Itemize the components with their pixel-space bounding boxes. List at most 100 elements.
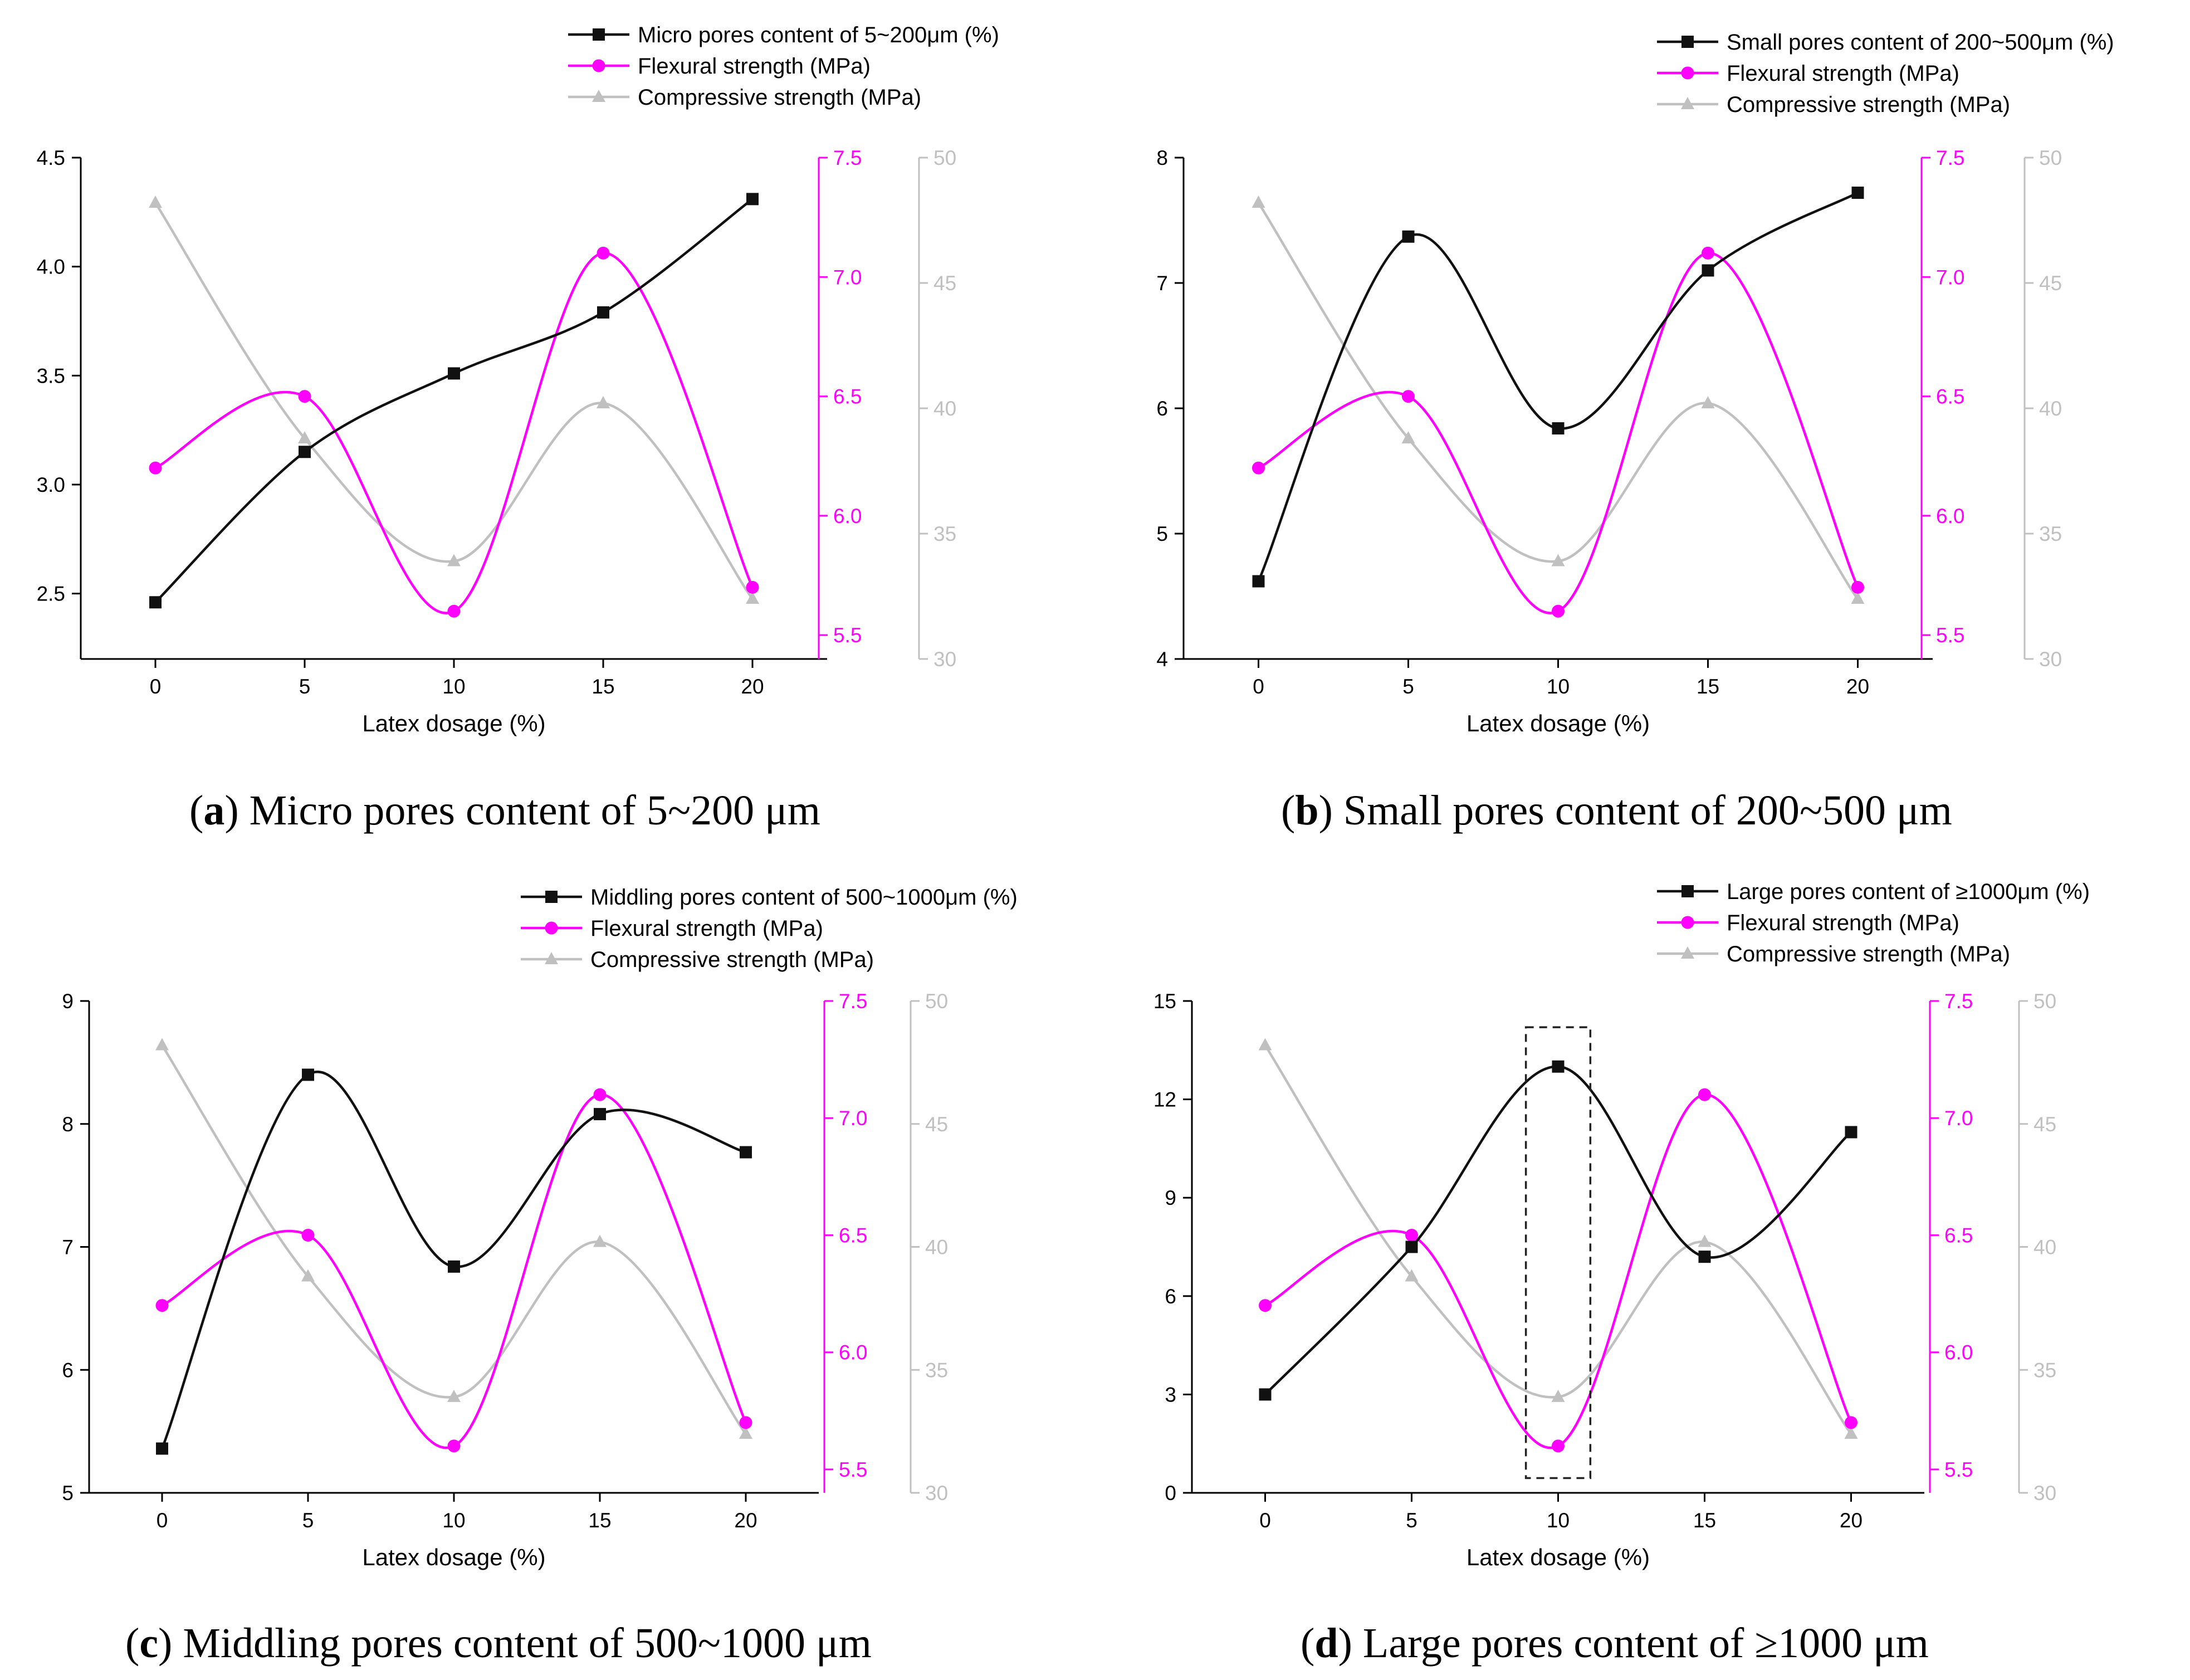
chart-d-pores-point [1405, 1241, 1418, 1253]
chart-c-left-tick-label: 5 [62, 1482, 74, 1505]
chart-c-flexural-tick-label: 7.5 [839, 990, 867, 1013]
chart-a-flexural-tick-label: 7.5 [833, 146, 862, 169]
chart-b-flexural-tick-label: 7.0 [1936, 266, 1964, 289]
chart-c-x-tick-label: 0 [157, 1509, 168, 1532]
chart-b-legend-pores-label: Small pores content of 200~500μm (%) [1727, 30, 2114, 55]
chart-d-caption-text: Large pores content of ≥1000 μm [1363, 1620, 1929, 1667]
chart-c-flexural-point [593, 1088, 607, 1101]
chart-b-x-axis-label: Latex dosage (%) [1466, 710, 1650, 736]
chart-a-left-tick-label: 3.5 [37, 364, 65, 387]
chart-a-caption-letter: a [203, 787, 224, 834]
chart-d-flexural-point [1845, 1416, 1857, 1429]
chart-c-flexural-point [155, 1299, 169, 1312]
chart-c-legend-compressive-marker [545, 952, 558, 964]
chart-c-flexural-tick-label: 6.5 [839, 1224, 867, 1247]
chart-c-compressive-point [593, 1234, 607, 1247]
chart-c-caption-text: Middling pores content of 500~1000 μm [183, 1620, 872, 1667]
chart-d-flexural-point [1698, 1088, 1711, 1101]
chart-c-caption-open: ( [125, 1620, 139, 1667]
chart-c-x-tick-label: 5 [302, 1509, 314, 1532]
chart-b-caption: (b) Small pores content of 200~500 μm [1281, 787, 1952, 834]
chart-a-pores-point [746, 193, 759, 206]
chart-d-pores-point [1845, 1126, 1857, 1139]
chart-c-left-tick-label: 6 [62, 1359, 74, 1381]
chart-a-flexural-point [298, 390, 311, 403]
chart-d-left-tick-label: 15 [1153, 990, 1176, 1013]
chart-a-flexural-tick-label: 5.5 [833, 624, 862, 647]
chart-c-compressive-tick-label: 50 [925, 990, 948, 1013]
chart-d-flexural-tick-label: 6.5 [1944, 1224, 1973, 1247]
chart-b-flexural-point [1851, 580, 1864, 594]
chart-d-flexural-point [1259, 1299, 1272, 1312]
chart-c-pores-point [594, 1108, 606, 1121]
chart-d-pores-point [1552, 1060, 1565, 1073]
chart-c-x-tick-label: 10 [442, 1509, 465, 1532]
chart-a-flexural-point [447, 604, 461, 618]
chart-b-compressive-point [1701, 396, 1715, 408]
chart-b-flexural-line [1258, 252, 1859, 614]
chart-c-legend: Middling pores content of 500~1000μm (%)… [521, 885, 1018, 972]
chart-b-flexural-tick-label: 6.5 [1936, 385, 1964, 408]
chart-b-flexural-point [1252, 461, 1265, 475]
chart-d-flexural-point [1405, 1228, 1418, 1242]
chart-d-left-tick-label: 3 [1165, 1383, 1176, 1406]
chart-c-flexural-tick-label: 6.0 [839, 1341, 867, 1364]
chart-b-compressive-point [1401, 431, 1415, 443]
chart-a-x-tick-label: 20 [741, 675, 764, 698]
chart-c-pores-line [160, 1071, 746, 1449]
chart-b-caption-letter: b [1295, 787, 1318, 834]
chart-b-left-tick-label: 8 [1156, 146, 1168, 169]
chart-b-pores-point [1552, 422, 1565, 434]
chart-a-compressive-tick-label: 45 [933, 272, 956, 295]
chart-a-legend: Micro pores content of 5~200μm (%) Flexur… [568, 23, 999, 110]
chart-c-compressive-point [739, 1427, 752, 1439]
chart-c-compressive-point [447, 1389, 461, 1402]
chart-c-pores-point [156, 1442, 168, 1455]
chart-c-pores-point [302, 1068, 314, 1081]
chart-c-compressive-tick-label: 30 [925, 1482, 948, 1505]
chart-a-x-tick-label: 5 [299, 675, 311, 698]
chart-b-flexural-point [1702, 246, 1714, 260]
chart-b-flexural-point [1402, 390, 1415, 403]
chart-b-caption-text: Small pores content of 200~500 μm [1343, 787, 1952, 834]
chart-c-caption-close: ) [158, 1620, 183, 1667]
chart-d-caption-letter: d [1314, 1620, 1338, 1667]
chart-a-legend-compressive-label: Compressive strength (MPa) [638, 85, 921, 110]
chart-b-left-tick-label: 7 [1156, 272, 1168, 295]
chart-b-left-tick-label: 6 [1156, 397, 1168, 420]
chart-a-compressive-tick-label: 50 [933, 146, 956, 169]
chart-b-legend-pores-marker [1681, 36, 1694, 48]
chart-c-legend-flexural-marker [545, 921, 558, 935]
chart-b-flexural-tick-label: 5.5 [1936, 624, 1964, 647]
chart-d-legend: Large pores content of ≥1000μm (%) Flexur… [1657, 880, 2090, 966]
chart-a-flexural-tick-label: 6.5 [833, 385, 862, 408]
chart-c-flexural-point [739, 1416, 752, 1429]
chart-a-pores-point [149, 596, 162, 609]
chart-d-compressive-tick-label: 35 [2033, 1359, 2056, 1381]
chart-c-left-tick-label: 7 [62, 1236, 74, 1259]
chart-c-pores-point [740, 1146, 752, 1159]
chart-a-left-tick-label: 2.5 [37, 583, 65, 605]
chart-a-pores-point [299, 446, 311, 458]
chart-d-caption-open: ( [1301, 1620, 1314, 1667]
chart-a-caption-close: ) [224, 787, 249, 834]
chart-a-compressive-point [298, 431, 311, 443]
chart-a-caption-text: Micro pores content of 5~200 μm [250, 787, 820, 834]
chart-d-flexural-tick-label: 5.5 [1944, 1458, 1973, 1481]
chart-b-compressive-tick-label: 50 [2039, 146, 2062, 169]
chart-a-flexural-point [149, 461, 162, 475]
chart-d-highlight-box [1524, 1026, 1592, 1479]
chart-c-compressive-tick-label: 40 [925, 1236, 948, 1259]
chart-c-x-axis-label: Latex dosage (%) [362, 1544, 545, 1570]
chart-a-left-tick-label: 4.5 [37, 146, 65, 169]
chart-a-pores-point [448, 367, 460, 380]
chart-d-flexural-tick-label: 7.5 [1944, 990, 1973, 1013]
chart-b-compressive-tick-label: 35 [2039, 522, 2062, 545]
chart-b-legend: Small pores content of 200~500μm (%) Flex… [1657, 30, 2114, 117]
chart-a-legend-flexural-marker [592, 59, 605, 72]
chart-b-compressive-tick-label: 40 [2039, 397, 2062, 420]
chart-b-flexural-tick-label: 6.0 [1936, 505, 1964, 528]
chart-b-pores-point [1252, 575, 1265, 588]
chart-a-x-tick-label: 15 [592, 675, 614, 698]
